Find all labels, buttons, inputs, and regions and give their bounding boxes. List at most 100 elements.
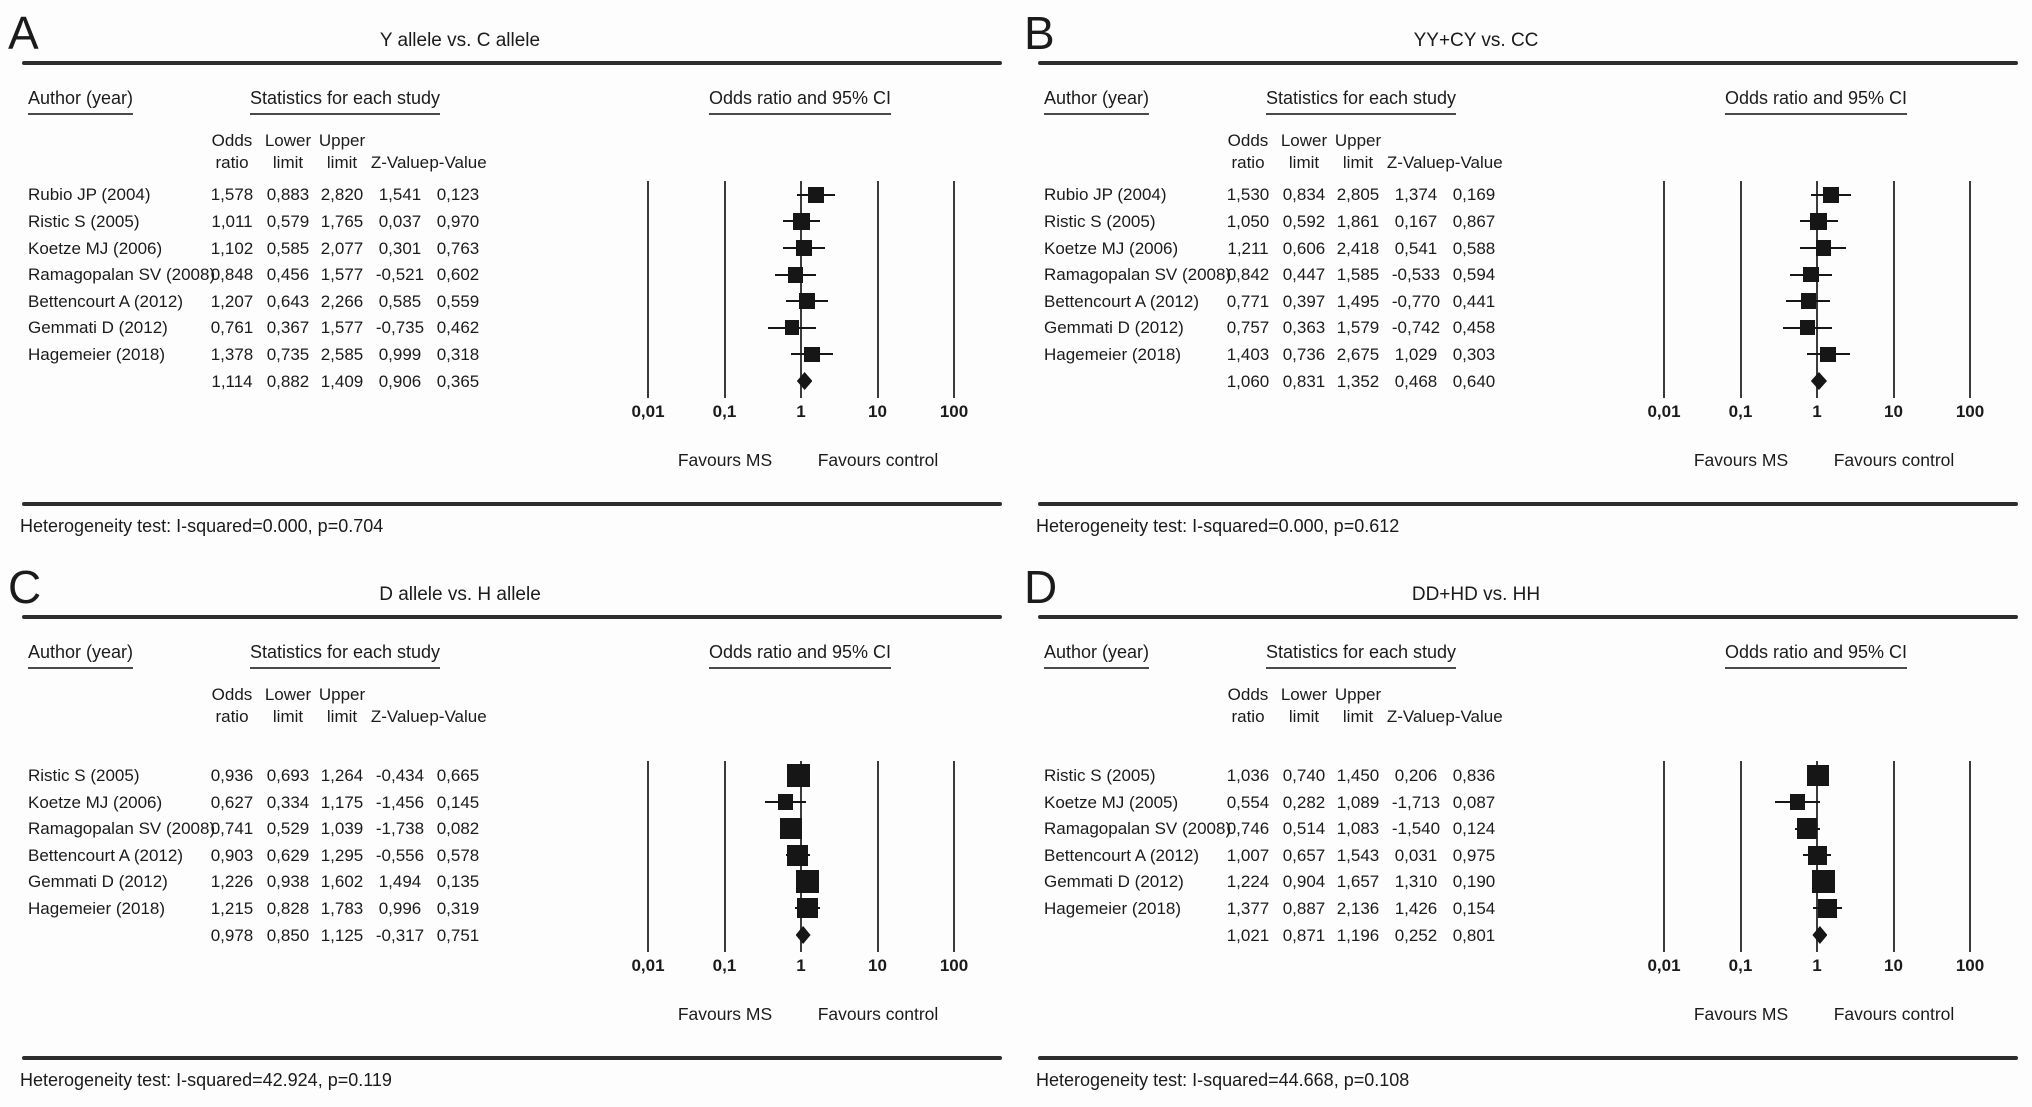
effect-square	[1807, 764, 1829, 787]
cell-z: 0,031	[1394, 845, 1438, 865]
cell-ll: 0,740	[1282, 765, 1326, 785]
study-author: Gemmati D (2012)	[28, 872, 168, 892]
effect-square	[793, 213, 810, 230]
effect-square	[796, 870, 820, 894]
or-ci-section-header: Odds ratio and 95% CI	[655, 642, 945, 669]
study-author: Hagemeier (2018)	[28, 344, 166, 364]
cell-z: 0,585	[378, 291, 422, 311]
summary-row: 1,114 0,882 1,409 0,906 0,365	[0, 368, 640, 395]
cell-or: 1,403	[1226, 344, 1270, 364]
top-rule	[22, 61, 1002, 65]
panel-letter: B	[1024, 7, 1055, 59]
study-author: Ristic S (2005)	[1044, 211, 1156, 231]
cell-z: 0,541	[1394, 238, 1438, 258]
axis-tick-label: 0,01	[1647, 402, 1681, 421]
effect-square	[1800, 293, 1817, 309]
cell-or: 1,226	[210, 872, 254, 892]
author-column-header: Author (year)	[1044, 642, 1150, 669]
cell-or: 0,741	[210, 819, 254, 839]
author-header-label: Author (year)	[28, 88, 134, 115]
cell-ll: 0,514	[1282, 819, 1326, 839]
panel-a: A Y allele vs. C allele Author (year) St…	[0, 0, 1016, 553]
cell-ll: 0,887	[1282, 898, 1326, 918]
favours-control-label: Favours control	[817, 1004, 939, 1024]
cell-or: 0,936	[210, 765, 254, 785]
heterogeneity-text: Heterogeneity test: I-squared=44.668, p=…	[1036, 1070, 1410, 1090]
study-author: Ramagopalan SV (2008)	[28, 819, 216, 839]
cell-ul: 2,266	[320, 291, 364, 311]
study-author: Gemmati D (2012)	[1044, 318, 1184, 338]
axis-tick-label: 0,01	[631, 956, 665, 975]
cell-z: -1,713	[1391, 792, 1441, 812]
study-row: Ristic S (2005) 0,936 0,693 1,264 -0,434 0,66…	[0, 762, 640, 789]
cell-or: 0,554	[1226, 792, 1270, 812]
cell-ul: 2,805	[1336, 185, 1380, 205]
stats-header-label: Statistics for each study	[249, 88, 441, 115]
effect-square	[787, 266, 804, 283]
or-ci-section-header: Odds ratio and 95% CI	[1671, 642, 1961, 669]
cell-z: 0,037	[378, 211, 422, 231]
cell-ll: 0,629	[266, 845, 310, 865]
panel-letter: C	[8, 561, 42, 613]
col-header-p-value: p-Value	[429, 152, 487, 172]
col-header-p-value: p-Value	[1445, 152, 1503, 172]
study-author: Hagemeier (2018)	[1044, 344, 1182, 364]
study-author: Ristic S (2005)	[28, 765, 140, 785]
study-row: Ristic S (2005) 1,036 0,740 1,450 0,206 0,836	[1016, 762, 1656, 789]
axis-tick-label: 0,1	[1728, 402, 1753, 421]
gridline	[1892, 180, 1895, 398]
or-ci-header-label: Odds ratio and 95% CI	[1724, 88, 1908, 115]
cell-or: 0,757	[1226, 318, 1270, 338]
cell-p: 0,441	[1452, 291, 1496, 311]
col-header-lower-limit: Lower limit	[264, 684, 312, 726]
cell-ll: 0,850	[266, 925, 310, 945]
study-row: Rubio JP (2004) 1,530 0,834 2,805 1,374 0,169	[1016, 181, 1656, 208]
cell-or: 1,050	[1226, 211, 1270, 231]
axis-tick-label: 100	[1955, 956, 1985, 975]
forest-plot: 0,01 0,1 1 10 100	[0, 554, 1016, 1107]
study-author: Ramagopalan SV (2008)	[28, 265, 216, 285]
or-ci-header-label: Odds ratio and 95% CI	[708, 642, 892, 669]
bottom-rule	[22, 1056, 1002, 1060]
axis-tick-label: 10	[1884, 402, 1903, 421]
axis-tick-label: 100	[939, 402, 969, 421]
forest-plot: 0,01 0,1 1 10 100	[0, 0, 1016, 553]
cell-or: 1,207	[210, 291, 254, 311]
cell-z: -0,742	[1391, 318, 1441, 338]
cell-or: 0,848	[210, 265, 254, 285]
stats-header-label: Statistics for each study	[249, 642, 441, 669]
cell-ll: 0,883	[266, 185, 310, 205]
effect-square	[1810, 213, 1827, 230]
cell-ul: 1,264	[320, 765, 364, 785]
cell-p: 0,458	[1452, 318, 1496, 338]
panel-title: YY+CY vs. CC	[1413, 30, 1539, 51]
stats-section-header: Statistics for each study	[1211, 642, 1511, 669]
forest-plot: 0,01 0,1 1 10 100	[1016, 0, 2032, 553]
study-row: Rubio JP (2004) 1,578 0,883 2,820 1,541 0,123	[0, 181, 640, 208]
effect-square	[1812, 870, 1836, 894]
cell-ul: 1,196	[1336, 925, 1380, 945]
cell-ul: 2,675	[1336, 344, 1380, 364]
panel-title: Y allele vs. C allele	[379, 30, 541, 51]
gridline	[876, 180, 879, 398]
cell-p: 0,640	[1452, 371, 1496, 391]
cell-p: 0,303	[1452, 344, 1496, 364]
study-row: Gemmati D (2012) 1,226 0,938 1,602 1,494 0,13…	[0, 868, 640, 895]
effect-square	[799, 293, 816, 310]
cell-ul: 2,585	[320, 344, 364, 364]
bottom-rule	[1038, 502, 2018, 506]
study-author: Bettencourt A (2012)	[1044, 845, 1199, 865]
cell-or: 0,978	[210, 925, 254, 945]
cell-or: 1,224	[1226, 872, 1270, 892]
cell-ll: 0,397	[1282, 291, 1326, 311]
cell-z: 0,301	[378, 238, 422, 258]
study-author: Ristic S (2005)	[1044, 765, 1156, 785]
cell-ul: 1,765	[320, 211, 364, 231]
effect-square	[1823, 186, 1840, 203]
cell-ul: 1,450	[1336, 765, 1380, 785]
axis-tick-label: 1	[1812, 956, 1822, 975]
col-header-z-value: Z-Value	[370, 706, 430, 726]
summary-diamond	[1810, 372, 1827, 390]
author-column-header: Author (year)	[28, 642, 134, 669]
cell-ll: 0,334	[266, 792, 310, 812]
